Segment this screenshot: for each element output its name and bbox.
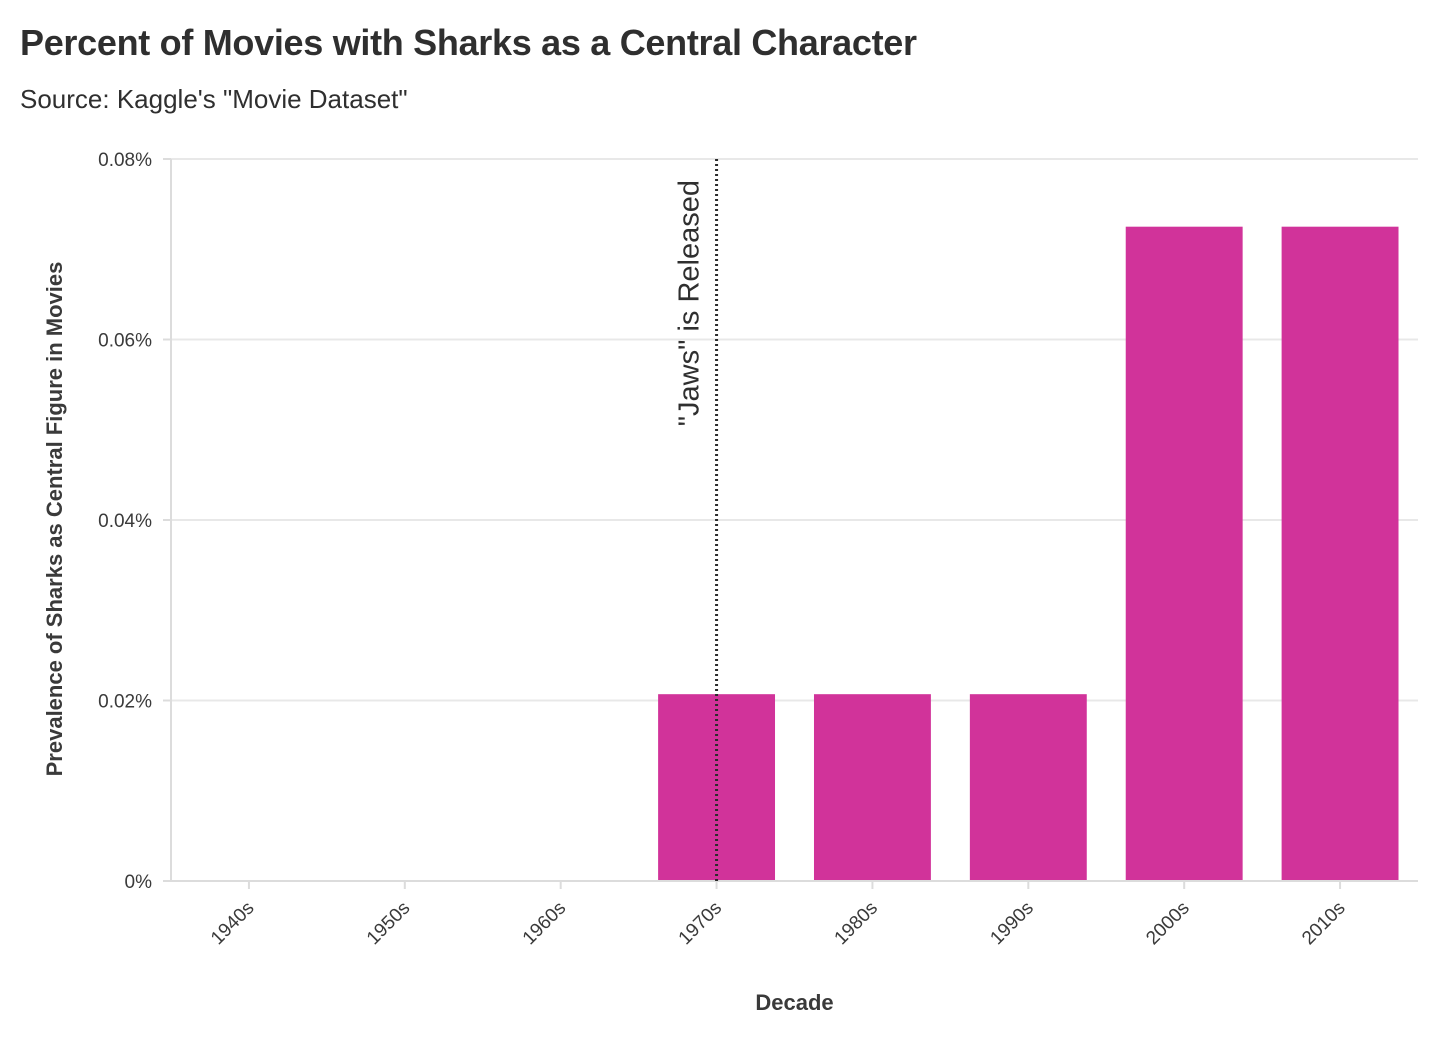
x-tick-label: 1970s (675, 898, 726, 949)
y-tick-label: 0.08% (98, 150, 152, 171)
x-axis-title: Decade (755, 990, 833, 1015)
y-axis-title: Prevalence of Sharks as Central Figure i… (42, 262, 67, 777)
x-tick-label: 1950s (363, 898, 414, 949)
x-tick-label: 2000s (1142, 898, 1193, 949)
y-tick-label: 0.02% (98, 692, 152, 713)
annotation-label: "Jaws" is Released (674, 180, 706, 426)
y-tick-label: 0.06% (98, 331, 152, 352)
bar-1970s (658, 694, 776, 881)
bar-1990s (969, 694, 1087, 881)
bar-2010s (1281, 226, 1399, 881)
bar-2000s (1125, 226, 1243, 881)
y-tick-label: 0.04% (98, 511, 152, 532)
axes (163, 158, 1418, 889)
x-tick-label: 1980s (831, 898, 882, 949)
x-tick-label: 1960s (519, 898, 570, 949)
x-tick-label: 1990s (986, 898, 1037, 949)
x-tick-label: 2010s (1298, 898, 1349, 949)
chart-title: Percent of Movies with Sharks as a Centr… (20, 22, 917, 63)
bars (658, 226, 1399, 881)
chart-subtitle: Source: Kaggle's "Movie Dataset" (20, 84, 408, 114)
x-tick-label: 1940s (207, 898, 258, 949)
annotation: "Jaws" is Released (674, 159, 719, 881)
bar-1980s (813, 694, 931, 881)
y-tick-label: 0% (125, 872, 153, 893)
